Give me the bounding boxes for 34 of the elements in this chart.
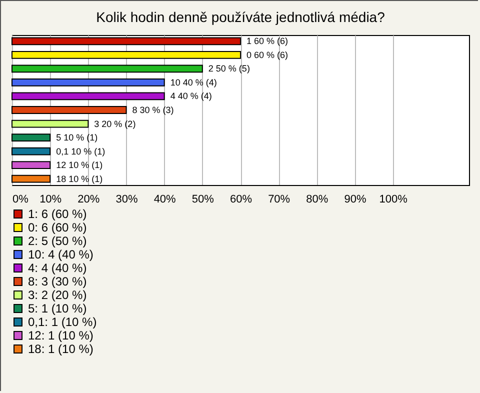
x-tick-label: 50% xyxy=(192,194,214,206)
legend-label: 8: 3 (30 %) xyxy=(28,274,87,288)
legend-label: 0,1: 1 (10 %) xyxy=(28,315,97,329)
x-tick-label: 40% xyxy=(154,194,176,206)
legend-label: 3: 2 (20 %) xyxy=(28,288,87,302)
data-label: 0,1 10 % (1) xyxy=(56,146,106,156)
data-label: 10 40 % (4) xyxy=(170,77,217,88)
x-tick-label: 0% xyxy=(12,194,29,206)
x-tick-label: 20% xyxy=(78,194,100,206)
data-label: 3 20 % (2) xyxy=(94,118,136,129)
x-tick-label: 10% xyxy=(40,194,62,206)
legend-label: 18: 1 (10 %) xyxy=(28,342,94,356)
x-tick-label: 80% xyxy=(306,194,328,206)
x-tick-label: 60% xyxy=(230,194,252,206)
legend-label: 4: 4 (40 %) xyxy=(28,261,87,275)
x-tick-label: 90% xyxy=(344,194,366,206)
legend-label: 0: 6 (60 %) xyxy=(28,220,87,234)
data-label: 4 40 % (4) xyxy=(170,91,212,102)
data-label: 5 10 % (1) xyxy=(56,132,98,143)
data-label: 8 30 % (3) xyxy=(132,105,174,115)
legend-label: 1: 6 (60 %) xyxy=(28,207,87,221)
legend-label: 12: 1 (10 %) xyxy=(28,328,94,342)
x-tick-label: 70% xyxy=(268,194,290,206)
legend-label: 10: 4 (40 %) xyxy=(28,248,94,262)
chart-title: Kolik hodin denně používáte jednotlivá média? xyxy=(96,9,386,25)
data-label: 18 10 % (1) xyxy=(56,174,103,184)
legend-label: 5: 1 (10 %) xyxy=(28,302,87,316)
data-label: 1 60 % (6) xyxy=(246,36,288,46)
data-label: 0 60 % (6) xyxy=(246,50,288,60)
data-label: 2 50 % (5) xyxy=(208,64,250,74)
x-tick-label: 100% xyxy=(379,194,408,206)
data-label: 12 10 % (1) xyxy=(56,160,103,170)
legend-label: 2: 5 (50 %) xyxy=(28,234,87,248)
x-tick-label: 30% xyxy=(116,194,138,206)
